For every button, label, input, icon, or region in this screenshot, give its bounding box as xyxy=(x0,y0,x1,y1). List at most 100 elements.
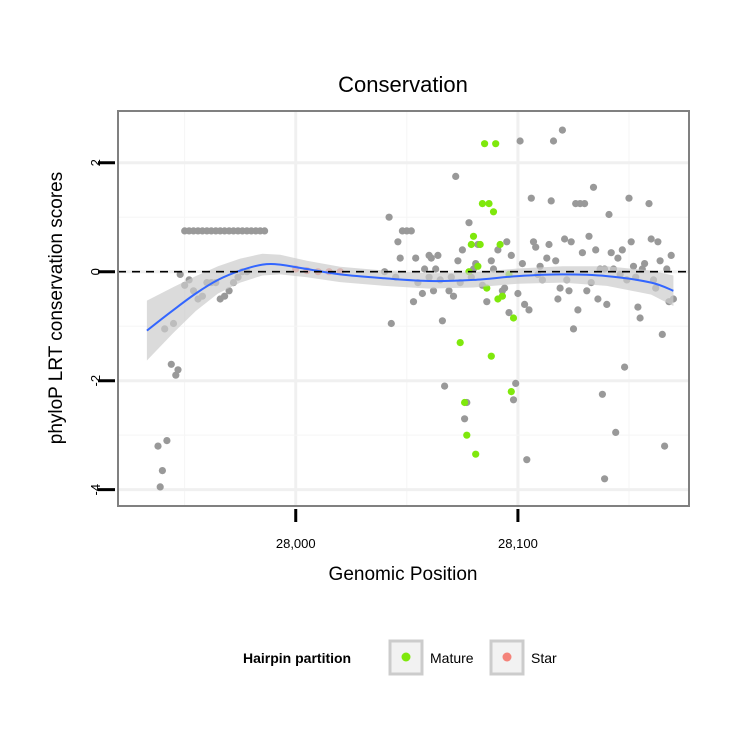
other-point xyxy=(561,235,569,243)
other-point xyxy=(385,213,393,221)
other-point xyxy=(261,227,269,235)
mature-point xyxy=(507,388,515,396)
other-point xyxy=(432,265,440,273)
other-point xyxy=(601,475,609,483)
other-point xyxy=(412,254,420,262)
x-axis-label: Genomic Position xyxy=(329,564,478,585)
other-point xyxy=(421,265,429,273)
other-point xyxy=(454,257,462,265)
other-point xyxy=(565,287,573,295)
other-point xyxy=(656,257,664,265)
other-point xyxy=(658,330,666,338)
other-point xyxy=(501,284,509,292)
other-point xyxy=(387,319,395,328)
other-point xyxy=(514,289,522,298)
other-point xyxy=(554,295,562,303)
other-point xyxy=(558,126,567,134)
mature-point xyxy=(478,200,486,208)
y-axis-label: phyloP LRT conservation scores xyxy=(46,172,67,445)
other-point xyxy=(641,260,649,268)
x-tick-label: 28,000 xyxy=(276,536,316,551)
other-point xyxy=(545,240,553,249)
other-point xyxy=(556,284,564,292)
other-point xyxy=(172,371,180,379)
other-point xyxy=(225,287,233,295)
other-point xyxy=(441,382,449,390)
other-point xyxy=(518,260,527,268)
other-point xyxy=(661,442,669,450)
other-point xyxy=(174,366,182,374)
other-point xyxy=(592,246,600,254)
mature-point xyxy=(476,240,484,249)
other-point xyxy=(589,183,598,191)
other-point xyxy=(605,210,613,219)
other-point xyxy=(525,306,533,314)
legend-label-star: Star xyxy=(531,650,557,666)
mature-point xyxy=(485,200,493,208)
other-point xyxy=(407,227,415,235)
other-point xyxy=(636,314,644,322)
other-point xyxy=(445,287,453,295)
mature-point xyxy=(498,292,506,300)
other-point xyxy=(505,309,513,317)
mature-point xyxy=(496,240,504,249)
other-point xyxy=(618,246,626,254)
other-point xyxy=(654,238,662,246)
mature-point xyxy=(509,314,518,322)
other-point xyxy=(512,379,520,387)
legend-swatch-star xyxy=(502,652,512,662)
other-point xyxy=(483,298,491,306)
other-point xyxy=(523,456,531,464)
other-point xyxy=(418,289,426,298)
other-point xyxy=(494,246,502,254)
mature-point xyxy=(487,352,495,360)
other-point xyxy=(603,300,611,308)
other-point xyxy=(625,194,633,202)
mature-point xyxy=(489,208,498,216)
other-point xyxy=(549,137,558,145)
other-point xyxy=(452,172,460,180)
other-point xyxy=(438,317,446,325)
other-point xyxy=(529,238,538,246)
other-point xyxy=(663,265,671,273)
other-point xyxy=(458,246,466,254)
smooth-line xyxy=(146,262,674,332)
other-point xyxy=(627,238,635,246)
other-point xyxy=(614,254,622,262)
other-point xyxy=(434,251,442,259)
other-point xyxy=(427,254,435,262)
other-point xyxy=(394,238,402,246)
other-point xyxy=(583,287,591,295)
legend-title: Hairpin partition xyxy=(243,650,351,666)
other-point xyxy=(509,396,518,404)
legend-label-mature: Mature xyxy=(430,650,474,666)
other-point xyxy=(552,257,560,265)
y-tick-label: -2 xyxy=(88,375,103,387)
x-axis: 28,000 28,100 xyxy=(276,509,538,551)
other-point xyxy=(449,292,458,300)
other-point xyxy=(503,238,511,246)
legend-swatch-mature xyxy=(401,652,411,662)
other-point xyxy=(516,137,524,145)
other-point xyxy=(163,437,171,445)
other-point xyxy=(461,415,469,423)
other-point xyxy=(585,232,593,240)
other-point xyxy=(532,243,540,251)
other-point xyxy=(621,363,629,371)
other-point xyxy=(607,249,615,257)
legend: Hairpin partition Mature Star xyxy=(243,639,557,676)
other-point xyxy=(167,360,175,368)
y-axis: -4 -2 0 2 xyxy=(88,159,115,495)
other-point xyxy=(612,428,620,436)
y-tick-label: -4 xyxy=(88,484,103,496)
mature-point xyxy=(463,431,471,439)
panel-border xyxy=(117,110,690,507)
other-point xyxy=(594,295,602,303)
mature-point xyxy=(472,450,480,458)
other-point xyxy=(487,257,495,265)
other-point xyxy=(507,251,515,259)
other-point xyxy=(645,200,653,208)
other-point xyxy=(154,442,162,450)
mature-point xyxy=(492,140,500,148)
